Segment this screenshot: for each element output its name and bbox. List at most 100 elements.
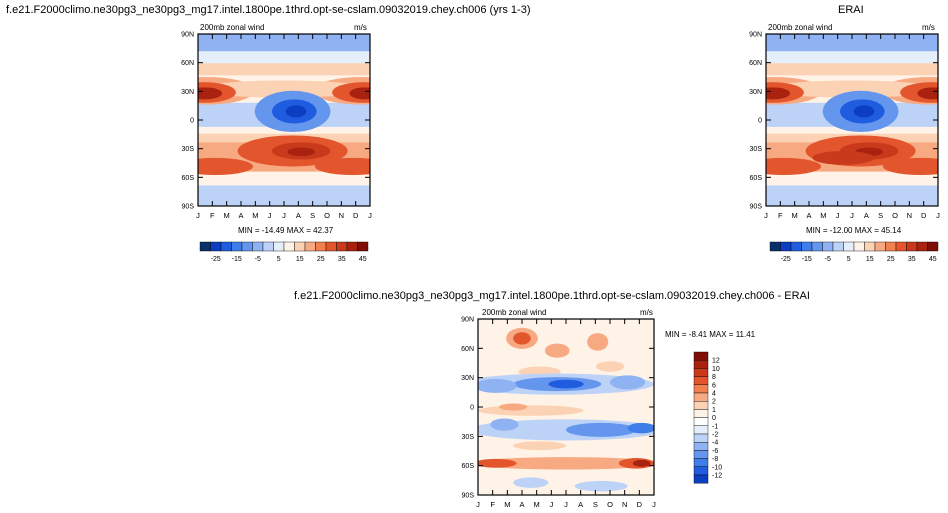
- polar-easterly-band: [766, 34, 938, 55]
- colorbar-swatch: [693, 351, 709, 361]
- obs-units-label: m/s: [922, 23, 935, 32]
- diff-contour: [478, 458, 517, 468]
- colorbar-swatch: [916, 241, 928, 252]
- y-tick-label: 30N: [749, 89, 762, 96]
- colorbar-label: -8: [712, 456, 718, 463]
- obs-stats: MIN = -12.00 MAX = 45.14: [806, 226, 902, 235]
- y-tick-label: 30N: [181, 89, 194, 96]
- contour-band: [198, 63, 370, 76]
- colorbar-label: -2: [712, 432, 718, 439]
- nh-jet-contour: [198, 80, 370, 98]
- nh-jet-contour: [766, 80, 938, 98]
- x-tick-label: F: [490, 500, 495, 509]
- y-tick-label: 90S: [182, 204, 195, 211]
- colorbar-label: 0: [712, 415, 716, 422]
- x-tick-label: D: [353, 211, 359, 220]
- colorbar-label: -5: [255, 256, 261, 263]
- colorbar-swatch: [790, 241, 802, 252]
- x-tick-label: J: [196, 211, 200, 220]
- colorbar-swatch: [199, 241, 211, 252]
- y-tick-label: 30S: [750, 146, 763, 153]
- sh-jet-contour: [882, 157, 938, 176]
- x-tick-label: M: [792, 211, 798, 220]
- colorbar-label: -4: [712, 440, 718, 447]
- x-tick-label: A: [578, 500, 583, 509]
- colorbar-label: 45: [929, 256, 937, 263]
- x-tick-label: A: [806, 211, 811, 220]
- x-tick-label: M: [504, 500, 510, 509]
- diff-units-label: m/s: [640, 308, 653, 317]
- x-tick-label: J: [282, 211, 286, 220]
- y-tick-label: 0: [470, 405, 474, 412]
- y-tick-label: 30N: [461, 375, 474, 382]
- colorbar-swatch: [693, 401, 709, 410]
- colorbar-swatch: [693, 392, 709, 402]
- x-tick-label: F: [778, 211, 783, 220]
- model-field: [198, 34, 370, 206]
- diff-contour: [544, 343, 570, 358]
- x-tick-label: F: [210, 211, 215, 220]
- obs-panel-title: ERAI: [838, 4, 864, 16]
- colorbar-swatch: [843, 241, 855, 252]
- colorbar-swatch: [693, 458, 709, 467]
- diff-field-label: 200mb zonal wind: [482, 308, 547, 317]
- x-tick-label: J: [836, 211, 840, 220]
- colorbar-swatch: [693, 433, 709, 443]
- colorbar-swatch: [210, 241, 222, 252]
- x-tick-label: J: [936, 211, 940, 220]
- polar-easterly-band: [198, 185, 370, 206]
- x-tick-label: A: [238, 211, 243, 220]
- nh-jet-core: [349, 87, 370, 100]
- x-tick-label: M: [224, 211, 230, 220]
- contour-band: [198, 175, 370, 186]
- x-tick-label: S: [310, 211, 315, 220]
- colorbar-swatch: [336, 241, 348, 252]
- x-tick-label: J: [850, 211, 854, 220]
- y-tick-label: 60S: [750, 175, 763, 182]
- x-tick-label: O: [892, 211, 898, 220]
- diff-positive-core: [632, 459, 651, 467]
- model-field-label: 200mb zonal wind: [200, 23, 265, 32]
- sh-jet-contour: [198, 157, 254, 176]
- colorbar-label: -1: [712, 423, 718, 430]
- x-tick-label: D: [921, 211, 927, 220]
- colorbar-label: -12: [712, 473, 722, 480]
- contour-band: [766, 63, 938, 76]
- model-stats: MIN = -14.49 MAX = 42.37: [238, 226, 334, 235]
- colorbar-label: -25: [781, 256, 791, 263]
- colorbar-label: -6: [712, 448, 718, 455]
- diff-contour: [574, 480, 628, 492]
- x-tick-label: O: [607, 500, 613, 509]
- diff-contour: [595, 361, 625, 372]
- colorbar-label: -10: [712, 464, 722, 471]
- sh-jet-core: [287, 147, 315, 157]
- diff-contour: [478, 378, 517, 393]
- colorbar-swatch: [252, 241, 264, 252]
- y-tick-label: 0: [190, 118, 194, 125]
- colorbar-swatch: [927, 241, 939, 252]
- colorbar-label: -15: [232, 256, 242, 263]
- diff-contour: [566, 422, 637, 437]
- colorbar-label: -5: [825, 256, 831, 263]
- colorbar-swatch: [885, 241, 897, 252]
- x-tick-label: N: [339, 211, 344, 220]
- colorbar-swatch: [693, 466, 709, 476]
- colorbar-swatch: [693, 417, 709, 426]
- colorbar-swatch: [262, 241, 274, 252]
- y-tick-label: 30S: [182, 146, 195, 153]
- diff-contour: [478, 405, 584, 416]
- colorbar-swatch: [241, 241, 253, 252]
- colorbar-label: -15: [802, 256, 812, 263]
- x-tick-label: A: [296, 211, 301, 220]
- diff-negative-core: [548, 379, 584, 389]
- colorbar-label: 35: [338, 256, 346, 263]
- tropical-easterly-core: [285, 105, 307, 118]
- colorbar-label: -25: [211, 256, 221, 263]
- colorbar-swatch: [811, 241, 823, 252]
- obs-field-label: 200mb zonal wind: [768, 23, 833, 32]
- colorbar-swatch: [822, 241, 834, 252]
- x-tick-label: A: [519, 500, 524, 509]
- colorbar-swatch: [801, 241, 813, 252]
